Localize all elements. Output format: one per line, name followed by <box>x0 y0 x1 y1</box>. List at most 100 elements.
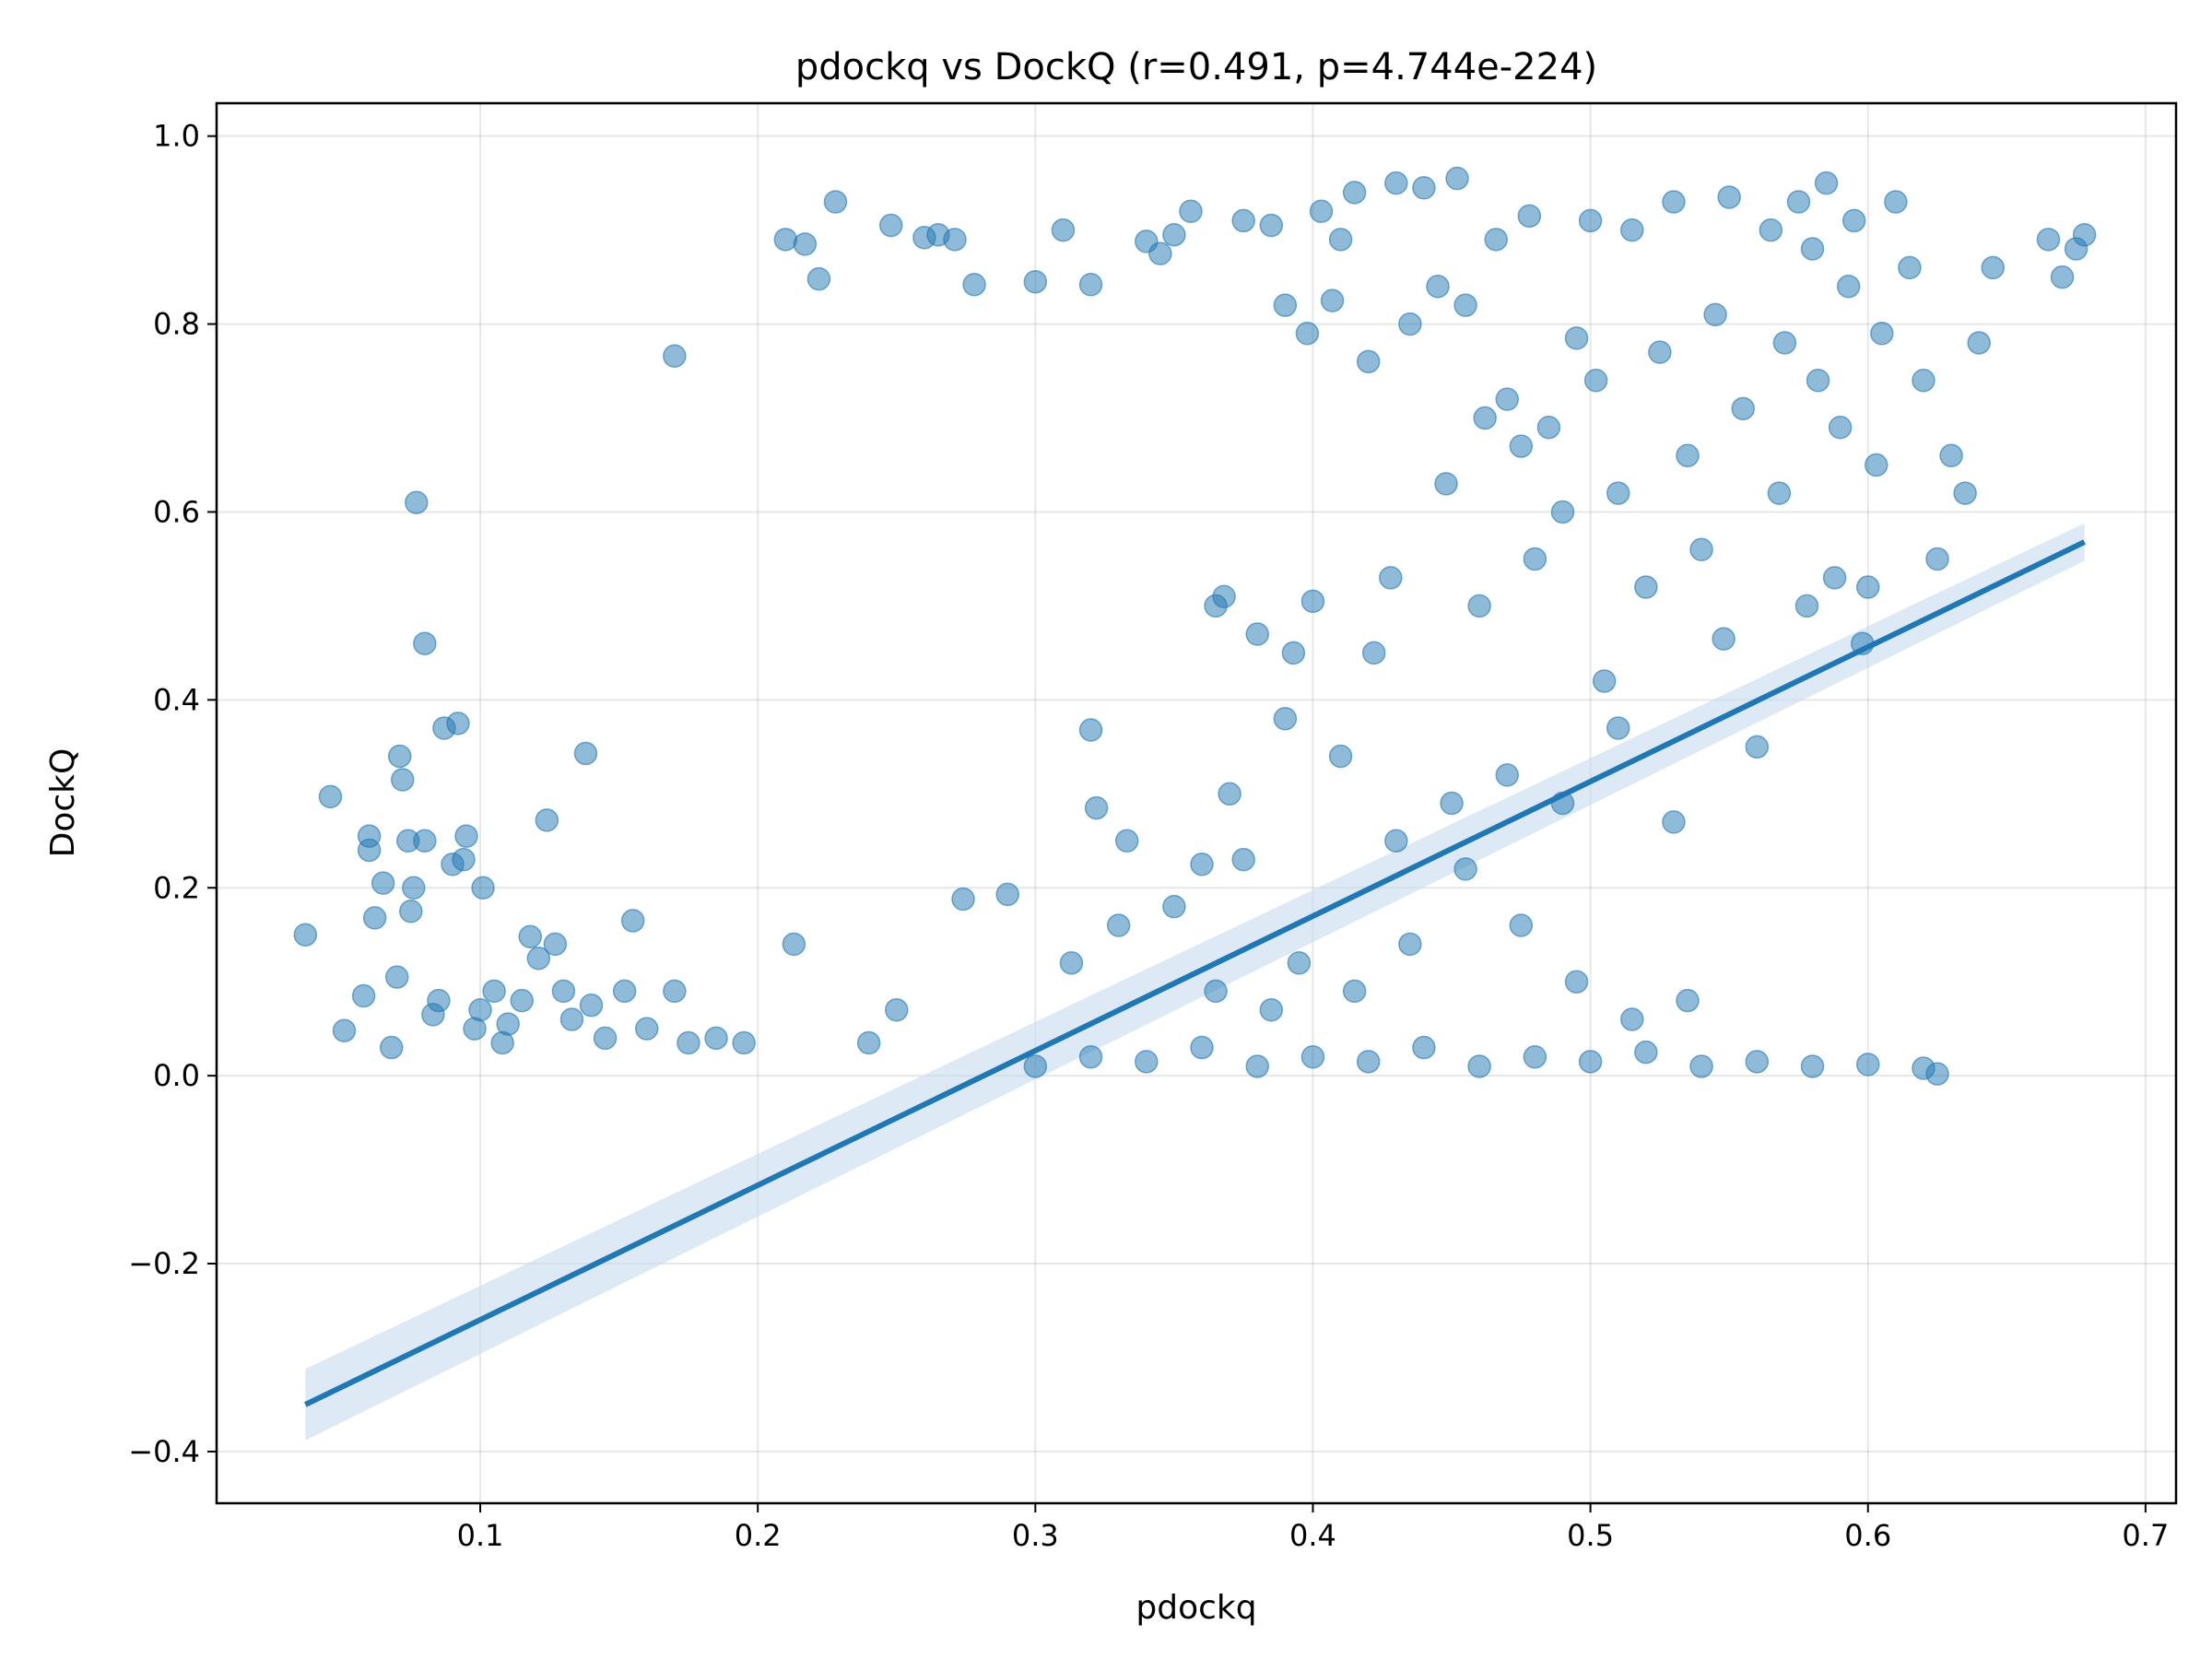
data-point <box>1320 288 1345 312</box>
data-point <box>1179 199 1203 223</box>
data-point <box>1898 255 1922 280</box>
data-point <box>1273 706 1298 731</box>
data-point <box>293 923 318 947</box>
data-point <box>1467 594 1491 618</box>
regression-line-group <box>304 539 2086 1407</box>
x-tick-label: 0.4 <box>1289 1518 1336 1553</box>
data-point <box>856 1030 881 1055</box>
data-point <box>1745 1050 1770 1074</box>
data-point <box>943 228 967 252</box>
data-point <box>1231 847 1255 872</box>
data-point <box>391 768 415 792</box>
data-point <box>1606 716 1630 740</box>
data-point <box>1281 641 1306 665</box>
data-point <box>1634 1040 1658 1065</box>
data-point <box>1772 331 1797 355</box>
data-point <box>1300 1045 1325 1069</box>
data-point <box>482 979 506 1004</box>
data-point <box>1865 453 1888 477</box>
data-point <box>1212 584 1236 608</box>
data-point <box>793 232 818 256</box>
data-point <box>1453 857 1477 881</box>
x-tick-label: 0.5 <box>1567 1518 1614 1553</box>
data-point <box>1309 199 1334 223</box>
data-point <box>1634 575 1658 599</box>
data-point <box>1648 340 1672 364</box>
data-point <box>1342 979 1367 1004</box>
data-point <box>1190 1035 1214 1060</box>
y-axis-ticks: −0.4 −0.2 0.0 0.2 0.4 0.6 0.8 1.0 <box>128 119 217 1469</box>
data-point <box>559 1007 584 1031</box>
data-point <box>1135 1050 1159 1074</box>
data-point <box>1162 222 1186 247</box>
data-point <box>518 924 543 949</box>
confidence-interval-band <box>305 523 2085 1441</box>
data-point <box>1412 1035 1436 1060</box>
data-point <box>351 983 376 1008</box>
data-point <box>1884 190 1908 214</box>
data-point <box>551 979 576 1004</box>
data-point <box>1356 349 1381 374</box>
data-point <box>1384 171 1408 195</box>
data-point <box>1536 415 1561 440</box>
y-axis-label: DockQ <box>44 748 82 858</box>
data-point <box>1606 481 1630 505</box>
data-point <box>1023 269 1048 294</box>
data-point <box>1841 208 1866 233</box>
data-point <box>1583 368 1608 393</box>
data-point <box>1767 481 1792 505</box>
y-tick-label: 0.2 <box>153 870 200 905</box>
data-point <box>1509 913 1534 937</box>
data-point <box>1870 322 1894 346</box>
data-point <box>1517 204 1542 229</box>
data-point <box>1412 176 1436 200</box>
data-point <box>2050 265 2075 289</box>
data-point <box>806 266 831 291</box>
data-point <box>1379 566 1403 590</box>
data-point <box>620 909 645 933</box>
y-tick-label: 0.6 <box>153 494 200 529</box>
data-point <box>1523 547 1547 571</box>
data-point <box>1925 1062 1949 1086</box>
data-point <box>782 932 806 957</box>
data-point <box>773 228 798 252</box>
data-point <box>1162 894 1186 919</box>
data-point <box>995 882 1019 907</box>
data-point <box>1328 744 1353 769</box>
data-point <box>1703 302 1727 327</box>
y-tick-label: 1.0 <box>153 119 200 154</box>
data-points <box>293 166 2097 1086</box>
data-point <box>452 847 476 872</box>
data-point <box>1273 293 1298 317</box>
data-point <box>962 273 986 297</box>
data-point <box>1245 622 1269 646</box>
data-point <box>885 998 909 1022</box>
data-point <box>1822 566 1847 590</box>
data-point <box>1259 213 1284 238</box>
data-point <box>1484 228 1508 252</box>
data-point <box>1564 326 1589 350</box>
data-point <box>1259 998 1284 1022</box>
data-point <box>573 741 598 766</box>
data-point <box>1855 575 1880 599</box>
data-point <box>612 979 637 1004</box>
data-point <box>1981 255 2006 280</box>
data-point <box>1059 951 1084 975</box>
x-tick-label: 0.1 <box>457 1518 504 1553</box>
data-point <box>1342 181 1367 205</box>
x-tick-label: 0.6 <box>1844 1518 1891 1553</box>
data-point <box>1384 829 1408 853</box>
data-point <box>1148 241 1172 265</box>
confidence-band <box>305 523 2085 1441</box>
data-point <box>1620 1007 1644 1031</box>
data-point <box>1759 218 1783 242</box>
data-point <box>1786 190 1811 214</box>
data-point <box>1204 979 1228 1004</box>
data-point <box>384 965 409 989</box>
data-point <box>1578 208 1603 233</box>
data-point <box>1855 1053 1880 1077</box>
data-point <box>1300 589 1325 614</box>
data-point <box>1689 537 1713 561</box>
data-point <box>402 876 426 900</box>
data-point <box>1745 735 1770 759</box>
